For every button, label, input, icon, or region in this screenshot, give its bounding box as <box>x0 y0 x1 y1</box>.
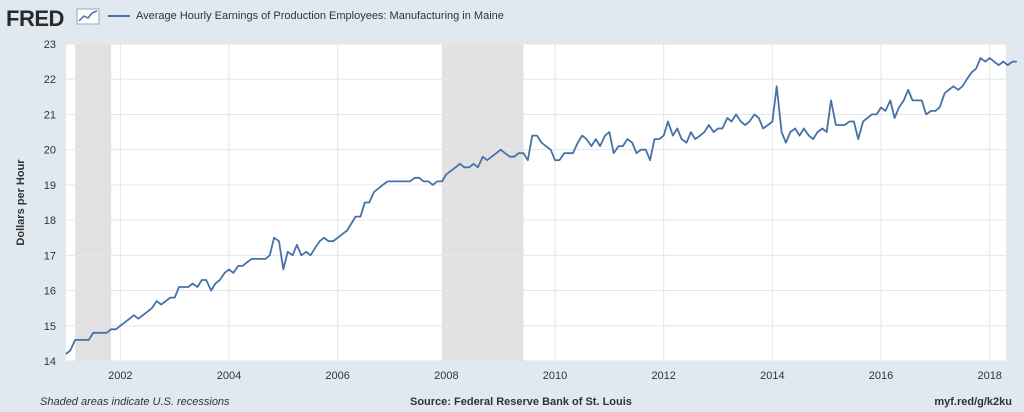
y-tick-label-23: 23 <box>44 39 56 51</box>
x-tick-label-2008: 2008 <box>434 370 458 382</box>
x-tick-label-2006: 2006 <box>325 370 349 382</box>
plot-area <box>66 44 1006 361</box>
recession-band-2 <box>442 44 524 361</box>
line-chart[interactable]: 14 15 16 17 18 19 20 21 22 23 2002 2004 2006 2008 201… <box>0 0 1024 394</box>
x-tick-label-2002: 2002 <box>108 370 132 382</box>
y-axis-label: Dollars per Hour <box>15 159 27 246</box>
y-tick-label-19: 19 <box>44 180 56 192</box>
recession-note: Shaded areas indicate U.S. recessions <box>40 396 230 408</box>
recession-shading <box>75 44 524 361</box>
y-tick-label-18: 18 <box>44 215 56 227</box>
series-line-maine-manufacturing-earnings[interactable] <box>65 57 1017 355</box>
fred-logo[interactable]: FRED <box>6 6 64 31</box>
chart-header: FRED Average Hourly Earnings of Producti… <box>0 0 1024 34</box>
source-text: Source: Federal Reserve Bank of St. Loui… <box>410 396 632 408</box>
fred-logo-graph-icon <box>76 8 100 25</box>
y-tick-label-22: 22 <box>44 74 56 86</box>
x-tick-label-2018: 2018 <box>977 370 1001 382</box>
legend: Average Hourly Earnings of Production Em… <box>108 10 504 22</box>
chart-footer: Shaded areas indicate U.S. recessions So… <box>0 394 1024 412</box>
recession-band-1 <box>75 44 112 361</box>
x-axis-tick-labels: 2002 2004 2006 2008 2010 2012 2014 2016 2018 <box>108 370 1002 382</box>
x-tick-label-2012: 2012 <box>651 370 675 382</box>
short-url-link[interactable]: myf.red/g/k2ku <box>934 396 1012 408</box>
y-tick-label-17: 17 <box>44 250 56 262</box>
x-tick-label-2016: 2016 <box>869 370 893 382</box>
y-tick-label-20: 20 <box>44 145 56 157</box>
x-tick-label-2014: 2014 <box>760 370 784 382</box>
legend-series-label: Average Hourly Earnings of Production Em… <box>136 10 504 22</box>
y-tick-label-15: 15 <box>44 321 56 333</box>
grid-lines <box>66 43 1006 362</box>
x-tick-label-2010: 2010 <box>543 370 567 382</box>
y-tick-label-14: 14 <box>44 356 56 368</box>
y-tick-label-21: 21 <box>44 109 56 121</box>
y-tick-label-16: 16 <box>44 286 56 298</box>
legend-series-swatch <box>108 15 130 17</box>
x-tick-label-2004: 2004 <box>217 370 241 382</box>
y-axis-tick-labels: 14 15 16 17 18 19 20 21 22 23 <box>44 39 56 368</box>
